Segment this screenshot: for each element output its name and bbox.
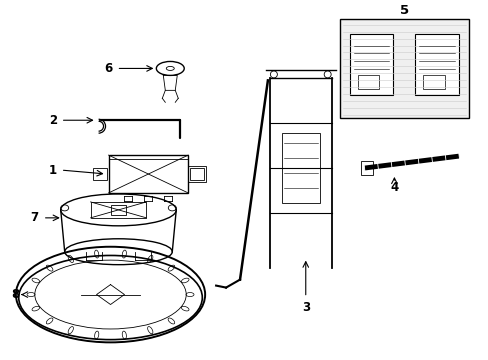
Bar — [414, 33, 458, 95]
Text: 7: 7 — [31, 211, 39, 224]
Text: 2: 2 — [49, 114, 57, 127]
Text: 3: 3 — [301, 301, 309, 314]
Bar — [360, 161, 372, 175]
Ellipse shape — [166, 67, 174, 71]
Text: 5: 5 — [399, 4, 408, 17]
Bar — [349, 33, 393, 95]
Text: 4: 4 — [389, 181, 398, 194]
Bar — [281, 133, 319, 203]
Bar — [90, 202, 146, 218]
Text: 8: 8 — [11, 288, 19, 301]
Bar — [110, 205, 126, 215]
Text: 6: 6 — [104, 62, 112, 75]
Bar — [339, 19, 468, 118]
Text: 1: 1 — [49, 163, 57, 176]
Bar — [108, 155, 188, 193]
Bar — [357, 75, 379, 89]
Bar — [423, 75, 444, 89]
